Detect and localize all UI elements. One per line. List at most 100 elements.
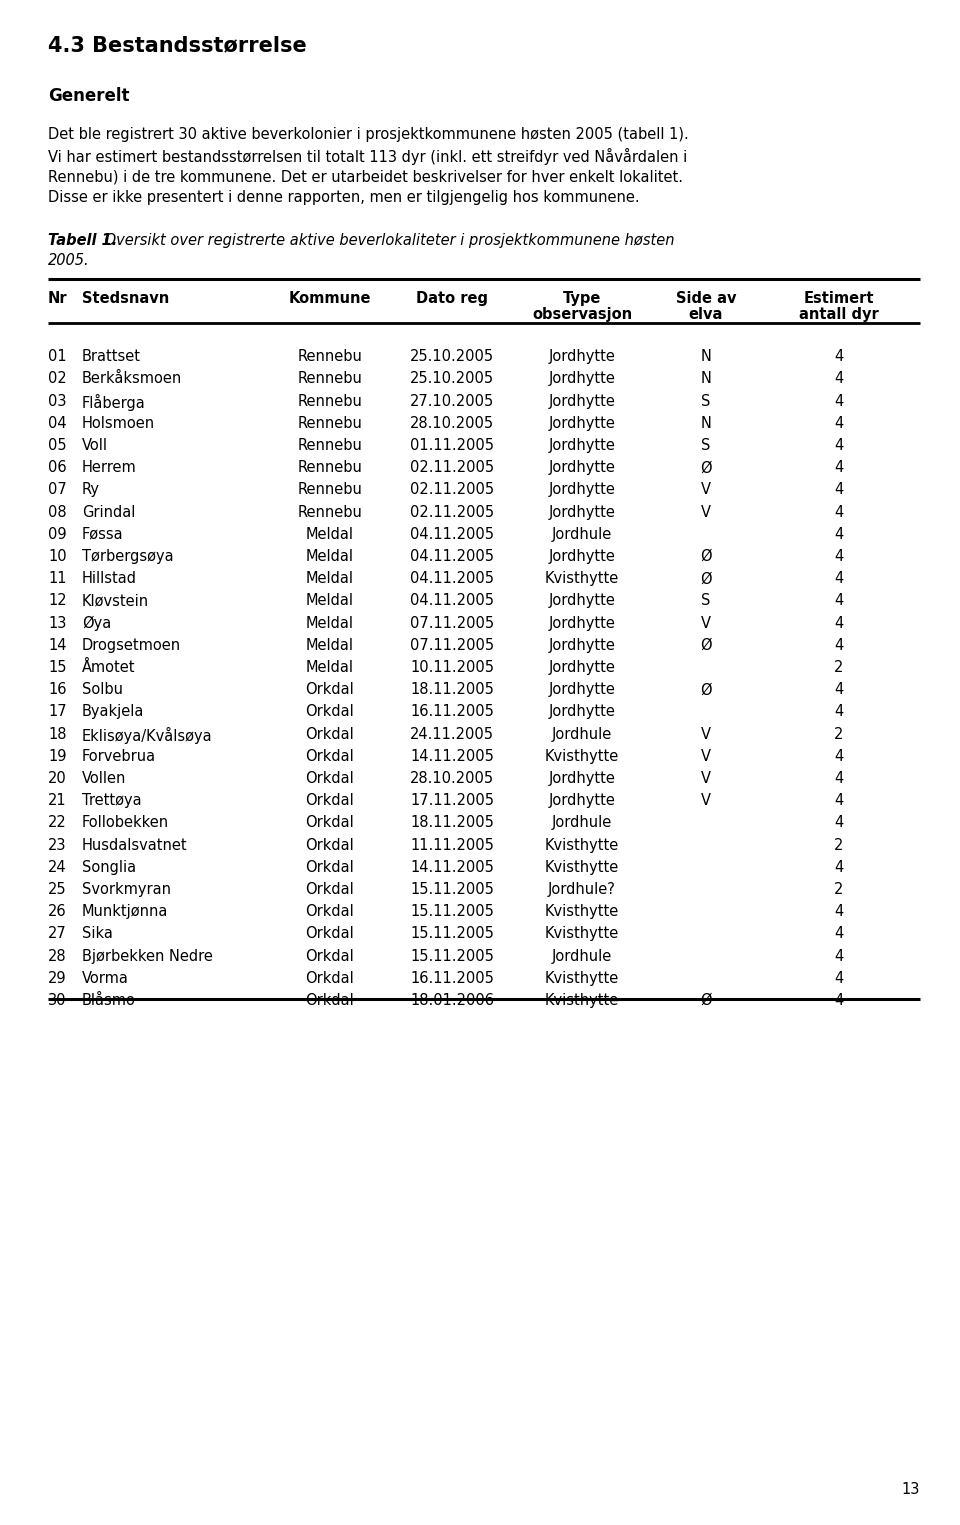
Text: Meldal: Meldal	[306, 593, 354, 608]
Text: Jordhytte: Jordhytte	[548, 505, 615, 520]
Text: 13: 13	[901, 1482, 920, 1498]
Text: Kvisthytte: Kvisthytte	[545, 904, 619, 920]
Text: 15.11.2005: 15.11.2005	[410, 881, 494, 897]
Text: Rennebu: Rennebu	[298, 349, 363, 364]
Text: 01.11.2005: 01.11.2005	[410, 438, 494, 453]
Text: Meldal: Meldal	[306, 526, 354, 541]
Text: 24: 24	[48, 860, 66, 875]
Text: Jordhytte: Jordhytte	[548, 549, 615, 564]
Text: S: S	[702, 438, 710, 453]
Text: Rennebu: Rennebu	[298, 393, 363, 409]
Text: 20: 20	[48, 772, 67, 785]
Text: 22: 22	[48, 816, 67, 831]
Text: 15.11.2005: 15.11.2005	[410, 949, 494, 964]
Text: Bjørbekken Nedre: Bjørbekken Nedre	[82, 949, 213, 964]
Text: 28.10.2005: 28.10.2005	[410, 772, 494, 785]
Text: Generelt: Generelt	[48, 87, 130, 105]
Text: Jordhytte: Jordhytte	[548, 393, 615, 409]
Text: 30: 30	[48, 993, 66, 1008]
Text: 25.10.2005: 25.10.2005	[410, 372, 494, 386]
Text: 2005.: 2005.	[48, 253, 89, 268]
Text: 15.11.2005: 15.11.2005	[410, 926, 494, 941]
Text: Meldal: Meldal	[306, 660, 354, 676]
Text: Orkdal: Orkdal	[305, 837, 354, 852]
Text: 18: 18	[48, 726, 66, 741]
Text: 17.11.2005: 17.11.2005	[410, 793, 494, 808]
Text: 26: 26	[48, 904, 66, 920]
Text: Øya: Øya	[82, 616, 111, 631]
Text: 14.11.2005: 14.11.2005	[410, 860, 494, 875]
Text: Kvisthytte: Kvisthytte	[545, 837, 619, 852]
Text: 18.11.2005: 18.11.2005	[410, 816, 494, 831]
Text: Det ble registrert 30 aktive beverkolonier i prosjektkommunene høsten 2005 (tabe: Det ble registrert 30 aktive beverkoloni…	[48, 127, 688, 142]
Text: 4: 4	[834, 816, 844, 831]
Text: 18.01.2006: 18.01.2006	[410, 993, 494, 1008]
Text: Jordhytte: Jordhytte	[548, 372, 615, 386]
Text: 29: 29	[48, 971, 66, 985]
Text: Blåsmo: Blåsmo	[82, 993, 136, 1008]
Text: observasjon: observasjon	[532, 307, 632, 322]
Text: Jordhule: Jordhule	[552, 949, 612, 964]
Text: Eklisøya/Kvålsøya: Eklisøya/Kvålsøya	[82, 726, 212, 744]
Text: Holsmoen: Holsmoen	[82, 416, 156, 430]
Text: 04.11.2005: 04.11.2005	[410, 549, 494, 564]
Text: 4: 4	[834, 461, 844, 476]
Text: Ø: Ø	[700, 461, 711, 476]
Text: 4: 4	[834, 616, 844, 631]
Text: 4: 4	[834, 549, 844, 564]
Text: 4: 4	[834, 572, 844, 586]
Text: V: V	[701, 726, 711, 741]
Text: Orkdal: Orkdal	[305, 949, 354, 964]
Text: 27: 27	[48, 926, 67, 941]
Text: Orkdal: Orkdal	[305, 926, 354, 941]
Text: Ø: Ø	[700, 549, 711, 564]
Text: 28.10.2005: 28.10.2005	[410, 416, 494, 430]
Text: Jordhytte: Jordhytte	[548, 705, 615, 720]
Text: Orkdal: Orkdal	[305, 682, 354, 697]
Text: 4: 4	[834, 705, 844, 720]
Text: Tabell 1.: Tabell 1.	[48, 233, 117, 249]
Text: Orkdal: Orkdal	[305, 993, 354, 1008]
Text: 15.11.2005: 15.11.2005	[410, 904, 494, 920]
Text: 08: 08	[48, 505, 66, 520]
Text: Ø: Ø	[700, 572, 711, 586]
Text: 04.11.2005: 04.11.2005	[410, 572, 494, 586]
Text: 4: 4	[834, 349, 844, 364]
Text: Rennebu: Rennebu	[298, 505, 363, 520]
Text: Jordhytte: Jordhytte	[548, 793, 615, 808]
Text: Jordhule: Jordhule	[552, 526, 612, 541]
Text: Meldal: Meldal	[306, 572, 354, 586]
Text: Jordhule: Jordhule	[552, 816, 612, 831]
Text: 16.11.2005: 16.11.2005	[410, 705, 494, 720]
Text: Jordhule: Jordhule	[552, 726, 612, 741]
Text: 19: 19	[48, 749, 66, 764]
Text: 27.10.2005: 27.10.2005	[410, 393, 494, 409]
Text: 14: 14	[48, 637, 66, 653]
Text: V: V	[701, 505, 711, 520]
Text: Kvisthytte: Kvisthytte	[545, 572, 619, 586]
Text: 2: 2	[834, 660, 844, 676]
Text: N: N	[701, 416, 711, 430]
Text: 4: 4	[834, 904, 844, 920]
Text: Kvisthytte: Kvisthytte	[545, 993, 619, 1008]
Text: 4: 4	[834, 416, 844, 430]
Text: Meldal: Meldal	[306, 637, 354, 653]
Text: 02: 02	[48, 372, 67, 386]
Text: Jordhytte: Jordhytte	[548, 772, 615, 785]
Text: 4.3 Bestandsstørrelse: 4.3 Bestandsstørrelse	[48, 35, 307, 55]
Text: 4: 4	[834, 393, 844, 409]
Text: Vollen: Vollen	[82, 772, 127, 785]
Text: 21: 21	[48, 793, 66, 808]
Text: 24.11.2005: 24.11.2005	[410, 726, 494, 741]
Text: Berkåksmoen: Berkåksmoen	[82, 372, 182, 386]
Text: 16: 16	[48, 682, 66, 697]
Text: 4: 4	[834, 860, 844, 875]
Text: Orkdal: Orkdal	[305, 971, 354, 985]
Text: Jordhytte: Jordhytte	[548, 637, 615, 653]
Text: 01: 01	[48, 349, 66, 364]
Text: Føssa: Føssa	[82, 526, 124, 541]
Text: Orkdal: Orkdal	[305, 749, 354, 764]
Text: Rennebu: Rennebu	[298, 482, 363, 497]
Text: S: S	[702, 393, 710, 409]
Text: Oversikt over registrerte aktive beverlokaliteter i prosjektkommunene høsten: Oversikt over registrerte aktive beverlo…	[100, 233, 675, 249]
